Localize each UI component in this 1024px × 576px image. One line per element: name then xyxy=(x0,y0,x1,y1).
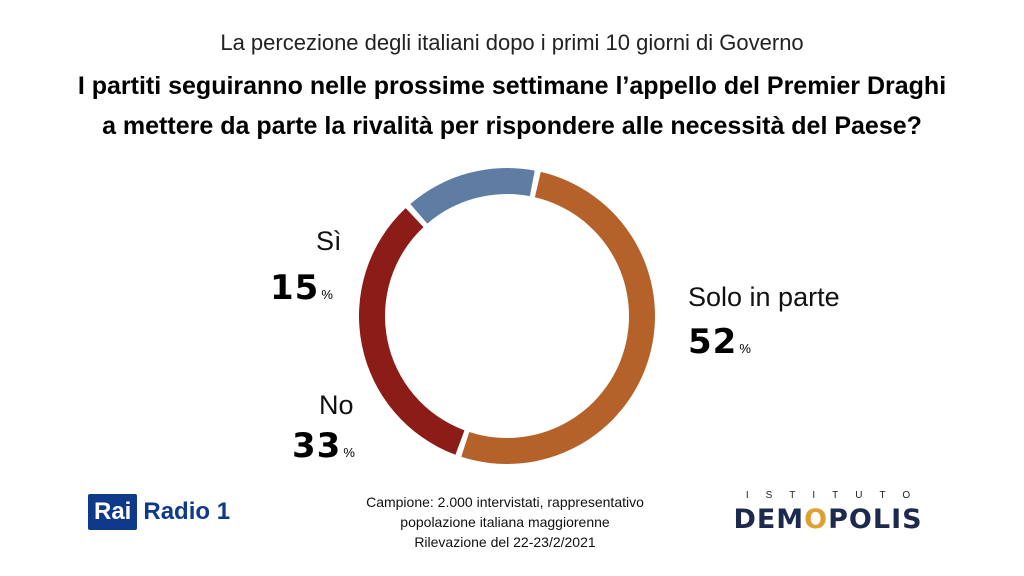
percent-solo-unit: % xyxy=(739,341,751,356)
methodology-line-1: Campione: 2.000 intervistati, rappresent… xyxy=(366,494,644,510)
percent-solo-value: 52 xyxy=(688,322,738,362)
percent-si: 15% xyxy=(270,268,333,308)
percent-si-unit: % xyxy=(321,287,333,302)
demopolis-part-1: DEM xyxy=(733,504,805,535)
demopolis-o: O xyxy=(804,504,829,535)
istituto-text: ISTITUTO xyxy=(745,490,928,501)
donut-slice-no xyxy=(359,208,465,455)
donut-slice-s- xyxy=(410,168,535,224)
percent-solo-in-parte: 52% xyxy=(688,322,751,362)
label-si: Sì xyxy=(316,226,342,256)
chart-title: I partiti seguiranno nelle prossime sett… xyxy=(0,66,1024,146)
donut-slice-solo-in-parte xyxy=(461,171,655,464)
rai-logo-box: Rai xyxy=(88,494,138,530)
percent-no: 33% xyxy=(292,426,355,466)
demopolis-logo: ISTITUTO DEMOPOLIS xyxy=(712,490,944,535)
label-no: No xyxy=(319,390,354,420)
methodology-line-3: Rilevazione del 22-23/2/2021 xyxy=(414,534,596,550)
percent-si-value: 15 xyxy=(270,268,320,308)
methodology-note: Campione: 2.000 intervistati, rappresent… xyxy=(340,492,670,552)
percent-no-value: 33 xyxy=(292,426,342,466)
radio1-logo-text: Radio 1 xyxy=(143,498,231,525)
chart-title-line-1: I partiti seguiranno nelle prossime sett… xyxy=(77,72,947,100)
chart-subtitle: La percezione degli italiani dopo i prim… xyxy=(220,30,804,55)
label-solo-in-parte: Solo in parte xyxy=(688,282,840,312)
demopolis-wordmark: DEMOPOLIS xyxy=(712,504,944,535)
percent-no-unit: % xyxy=(343,445,355,460)
rai-radio1-logo: Rai Radio 1 xyxy=(88,494,230,530)
methodology-line-2: popolazione italiana maggiorenne xyxy=(400,514,610,530)
chart-title-line-2: a mettere da parte la rivalità per rispo… xyxy=(102,112,922,140)
demopolis-part-2: POLIS xyxy=(828,504,923,535)
